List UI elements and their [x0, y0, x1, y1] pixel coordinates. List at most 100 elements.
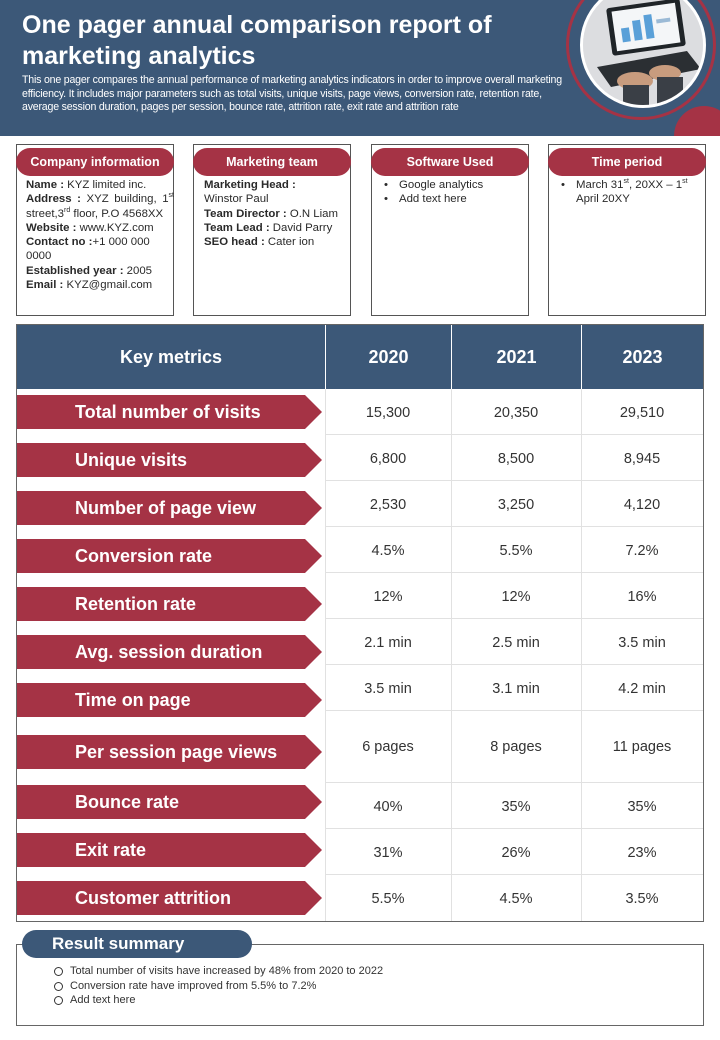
column-divider [325, 435, 326, 481]
metric-value: 11 pages [612, 739, 672, 755]
column-divider [325, 711, 326, 783]
column-divider [451, 619, 452, 665]
row-divider [325, 782, 703, 783]
metric-value: 4.5% [499, 891, 533, 907]
column-divider [325, 875, 326, 921]
metric-value: 7.2% [625, 543, 659, 559]
summary-item: Total number of visits have increased by… [54, 964, 383, 979]
metric-value: 3,250 [497, 497, 535, 513]
metric-value: 40% [373, 799, 403, 815]
metric-label: Conversion rate [17, 539, 322, 573]
laptop-photo-icon [580, 0, 706, 108]
email-label: Email : [26, 279, 64, 292]
marketing-head-label: Marketing Head : [204, 179, 296, 191]
table-row: Per session page views 6 pages 8 pages 11 p… [17, 711, 703, 783]
column-divider [451, 875, 452, 921]
metric-value: 35% [627, 799, 657, 815]
row-divider [325, 618, 703, 619]
table-row: Exit rate 31% 26% 23% [17, 829, 703, 875]
name-label: Name : [26, 179, 64, 191]
address-value: XYZ building, 1st street,3rd floor, P.O … [26, 192, 174, 220]
metric-value: 5.5% [371, 891, 405, 907]
table-row: Time on page 3.5 min 3.1 min 4.2 min [17, 665, 703, 717]
row-divider [325, 480, 703, 481]
email-value: KYZ@gmail.com [63, 279, 153, 292]
metric-label: Time on page [17, 683, 322, 717]
summary-item: Add text here [54, 993, 383, 1008]
time-period-item: March 31st, 20XX – 1st April 20XY [558, 178, 706, 207]
marketing-head-value: Winstor Paul [204, 193, 269, 206]
metric-value: 29,510 [619, 405, 665, 421]
established-value: 2005 [123, 264, 153, 277]
result-summary-title: Result summary [22, 930, 252, 958]
column-divider [325, 665, 326, 711]
column-divider [581, 711, 582, 783]
header-banner: One pager annual comparison report of ma… [0, 0, 720, 136]
column-divider [451, 783, 452, 829]
page-title: One pager annual comparison report of ma… [22, 11, 492, 70]
column-divider [581, 435, 582, 481]
column-divider [325, 829, 326, 875]
metric-label: Per session page views [17, 735, 322, 769]
metric-value: 23% [627, 845, 657, 861]
column-divider [581, 481, 582, 527]
column-divider [581, 829, 582, 875]
table-header: Key metrics 2020 2021 2023 [17, 325, 703, 389]
metric-value: 8,500 [497, 451, 535, 467]
software-body: Google analytics Add text here [381, 178, 529, 207]
table-row: Retention rate 12% 12% 16% [17, 573, 703, 621]
table-row: Avg. session duration 2.1 min 2.5 min 3.5 m… [17, 619, 703, 669]
time-period-title: Time period [548, 148, 706, 176]
table-row: Conversion rate 4.5% 5.5% 7.2% [17, 527, 703, 573]
contact-label: Contact no : [26, 236, 93, 249]
column-divider [325, 573, 326, 619]
metric-value: 3.1 min [492, 681, 540, 697]
column-divider [451, 527, 452, 573]
column-divider [451, 711, 452, 783]
metric-label: Exit rate [17, 833, 322, 867]
metric-label: Number of page view [17, 491, 322, 525]
table-row: Unique visits 6,800 8,500 8,945 [17, 435, 703, 481]
column-divider [325, 481, 326, 527]
column-divider [325, 527, 326, 573]
website-value: www.KYZ.com [76, 221, 154, 234]
metric-value: 12% [373, 589, 403, 605]
team-lead-label: Team Lead : [204, 221, 270, 234]
column-divider [325, 389, 326, 435]
metric-label: Total number of visits [17, 395, 322, 429]
software-item: Google analytics [381, 178, 529, 193]
table-row: Number of page view 2,530 3,250 4,120 [17, 481, 703, 527]
column-divider [451, 481, 452, 527]
metric-value: 8 pages [490, 739, 542, 755]
column-divider [581, 389, 582, 435]
metric-value: 20,350 [493, 405, 539, 421]
column-divider [451, 573, 452, 619]
metric-value: 4,120 [623, 497, 661, 513]
row-divider [325, 874, 703, 875]
metric-value: 4.5% [371, 543, 405, 559]
laptop-illustration [583, 0, 703, 105]
metric-value: 3.5 min [364, 681, 412, 697]
metric-value: 6,800 [369, 451, 407, 467]
website-label: Website : [26, 221, 77, 234]
team-director-value: O.N Liam [286, 207, 338, 220]
software-title: Software Used [371, 148, 529, 176]
metric-value: 35% [501, 799, 531, 815]
column-divider [451, 435, 452, 481]
company-info-title: Company information [16, 148, 174, 176]
column-divider [325, 619, 326, 665]
column-divider [581, 573, 582, 619]
metric-value: 6 pages [362, 739, 414, 755]
summary-item: Conversion rate have improved from 5.5% … [54, 979, 383, 994]
header-year-2020: 2020 [325, 325, 451, 389]
metric-value: 2.1 min [364, 635, 412, 651]
row-divider [325, 710, 703, 711]
metric-value: 8,945 [623, 451, 661, 467]
table-row: Customer attrition 5.5% 4.5% 3.5% [17, 875, 703, 921]
column-divider [451, 389, 452, 435]
column-divider [581, 875, 582, 921]
metric-value: 3.5 min [618, 635, 666, 651]
row-divider [325, 828, 703, 829]
metric-label: Unique visits [17, 443, 322, 477]
column-divider [581, 619, 582, 665]
